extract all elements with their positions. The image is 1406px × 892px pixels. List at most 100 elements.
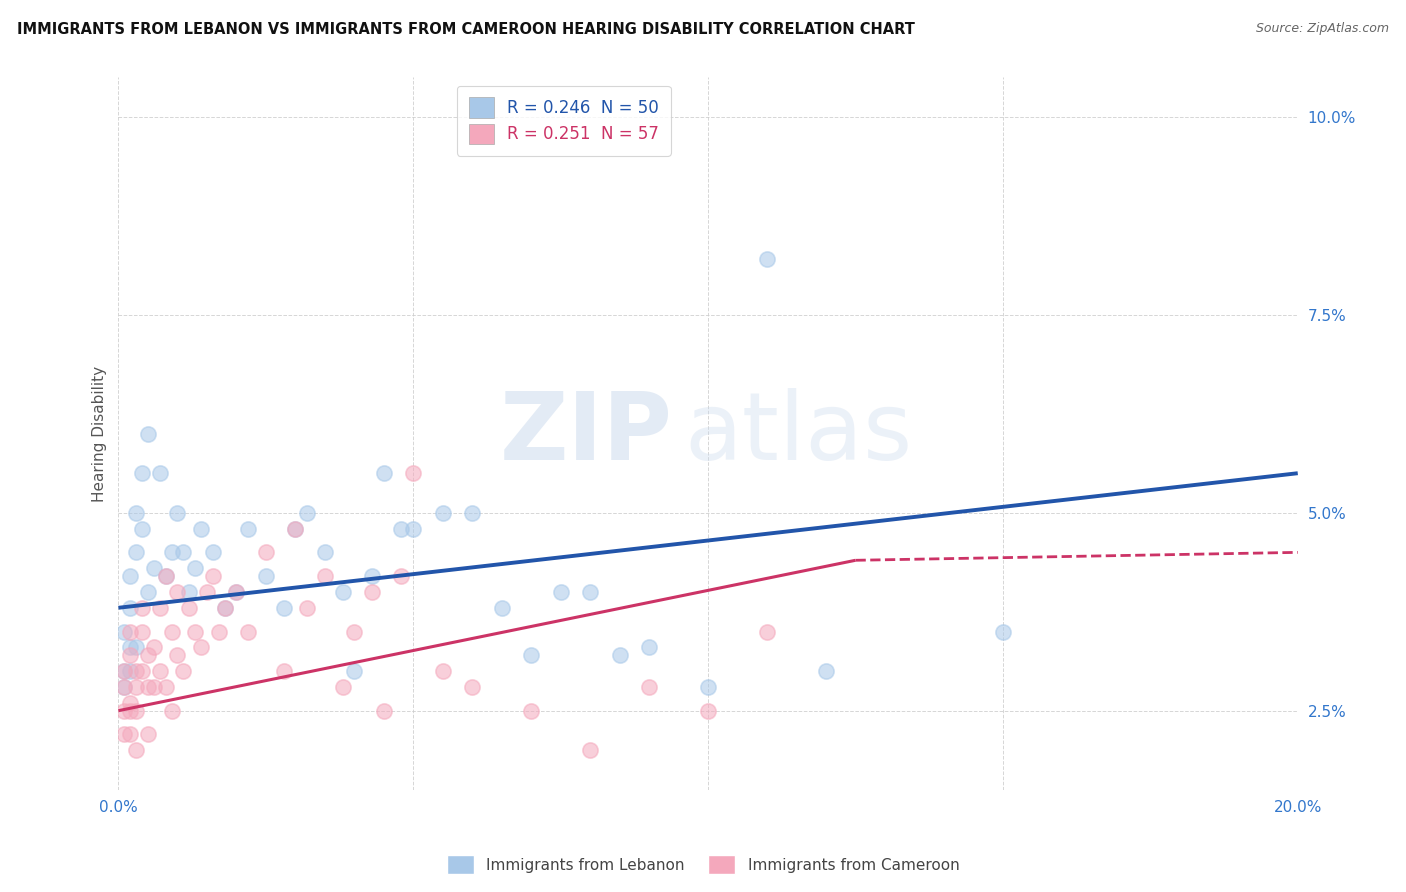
Point [520,648,543,663]
Point [391,522,413,536]
Point [238,624,260,639]
Point [166,506,188,520]
Point [120,648,142,663]
Point [120,640,142,655]
Point [131,624,153,639]
Point [550,585,572,599]
Point [225,585,247,599]
Point [402,522,425,536]
Point [361,569,384,583]
Point [149,600,172,615]
Point [238,522,260,536]
Point [314,569,336,583]
Point [131,522,153,536]
Point [461,506,484,520]
Point [195,585,218,599]
Point [179,600,201,615]
Point [142,640,165,655]
Point [120,664,142,678]
Point [284,522,307,536]
Point [432,664,454,678]
Point [160,704,183,718]
Point [125,506,148,520]
Point [295,600,318,615]
Point [149,467,172,481]
Point [756,252,779,267]
Point [155,569,177,583]
Point [520,704,543,718]
Point [756,624,779,639]
Point [201,569,224,583]
Point [991,624,1014,639]
Point [120,696,142,710]
Point [136,680,159,694]
Point [273,600,295,615]
Point [402,467,425,481]
Point [136,426,159,441]
Point [815,664,838,678]
Point [179,585,201,599]
Point [172,545,194,559]
Point [579,743,602,757]
Point [697,704,720,718]
Text: Source: ZipAtlas.com: Source: ZipAtlas.com [1256,22,1389,36]
Point [254,545,277,559]
Point [125,545,148,559]
Point [112,704,135,718]
Point [112,727,135,741]
Y-axis label: Hearing Disability: Hearing Disability [93,366,107,501]
Point [112,624,135,639]
Point [131,664,153,678]
Point [697,680,720,694]
Point [149,664,172,678]
Text: atlas: atlas [685,388,912,480]
Point [190,522,212,536]
Point [125,704,148,718]
Point [332,680,354,694]
Point [184,561,207,575]
Point [638,640,661,655]
Text: ZIP: ZIP [501,388,672,480]
Point [166,648,188,663]
Point [214,600,236,615]
Point [391,569,413,583]
Point [136,585,159,599]
Point [142,680,165,694]
Point [125,664,148,678]
Point [214,600,236,615]
Point [160,624,183,639]
Point [166,585,188,599]
Point [136,648,159,663]
Point [273,664,295,678]
Point [284,522,307,536]
Point [295,506,318,520]
Legend: Immigrants from Lebanon, Immigrants from Cameroon: Immigrants from Lebanon, Immigrants from… [440,849,966,880]
Point [343,664,366,678]
Point [136,727,159,741]
Point [120,704,142,718]
Legend: R = 0.246  N = 50, R = 0.251  N = 57: R = 0.246 N = 50, R = 0.251 N = 57 [457,86,671,155]
Point [160,545,183,559]
Point [461,680,484,694]
Point [112,680,135,694]
Point [172,664,194,678]
Point [190,640,212,655]
Point [638,680,661,694]
Point [373,467,395,481]
Point [120,624,142,639]
Point [155,680,177,694]
Point [125,680,148,694]
Point [254,569,277,583]
Point [491,600,513,615]
Point [609,648,631,663]
Point [332,585,354,599]
Point [131,467,153,481]
Point [361,585,384,599]
Point [120,727,142,741]
Point [125,640,148,655]
Point [432,506,454,520]
Point [208,624,231,639]
Point [314,545,336,559]
Point [112,680,135,694]
Point [201,545,224,559]
